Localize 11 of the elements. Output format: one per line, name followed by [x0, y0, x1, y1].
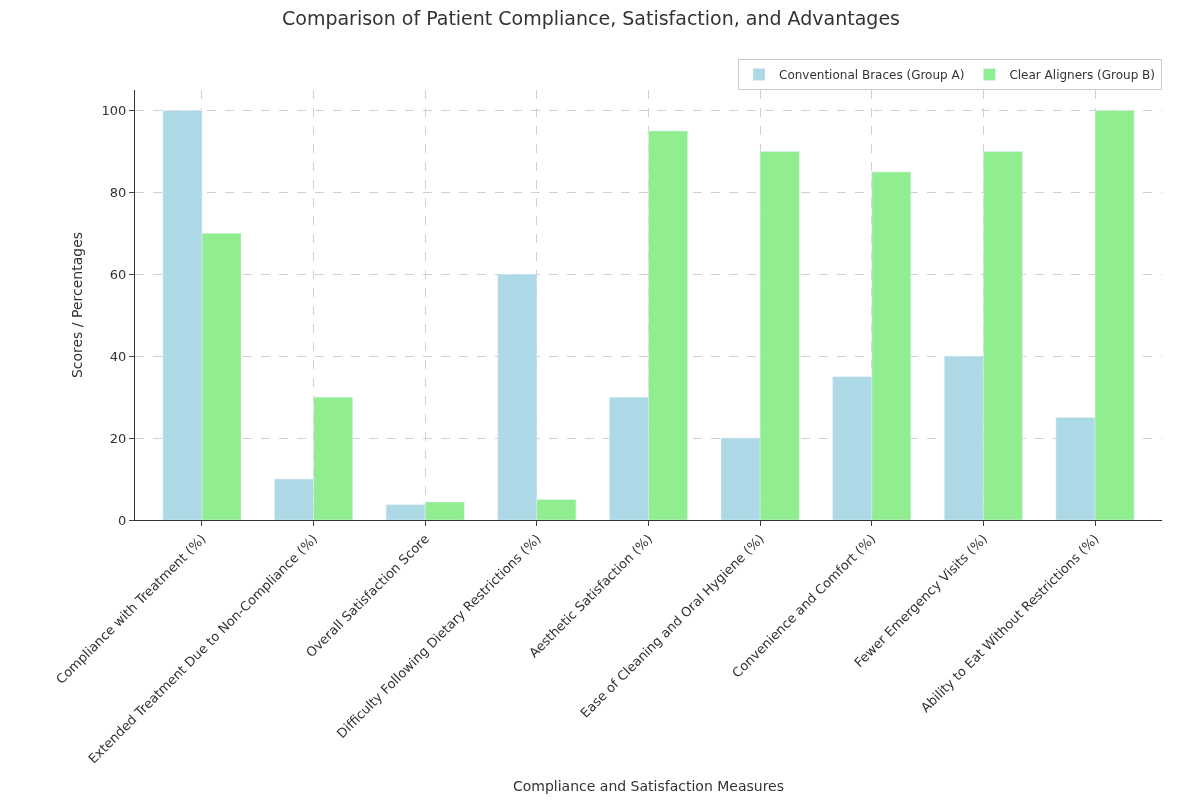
y-tick-label: 20 — [109, 430, 127, 446]
y-axis-title: Scores / Percentages — [69, 231, 86, 379]
y-tick-label: 60 — [109, 266, 127, 282]
legend-label: Clear Aligners (Group B) — [1009, 68, 1156, 83]
y-tick-label: 40 — [109, 348, 127, 364]
y-tick-label: 0 — [118, 512, 127, 528]
y-tick-label: 80 — [109, 184, 127, 200]
x-axis-title: Compliance and Satisfaction Measures — [512, 777, 785, 794]
chart-title: Comparison of Patient Compliance, Satisfaction, and Advantages — [281, 7, 901, 30]
y-tick-label: 100 — [101, 103, 127, 119]
legend-label: Conventional Braces (Group A) — [779, 68, 965, 83]
